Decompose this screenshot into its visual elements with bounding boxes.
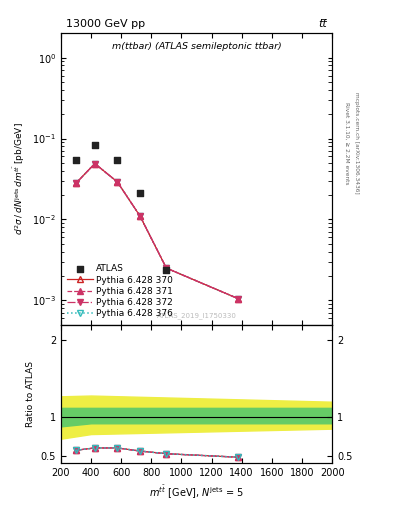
- Pythia 6.428 370: [73, 180, 78, 186]
- Pythia 6.428 372: [138, 213, 142, 219]
- Text: mcplots.cern.ch [arXiv:1306.3436]: mcplots.cern.ch [arXiv:1306.3436]: [354, 93, 359, 194]
- Line: Pythia 6.428 372: Pythia 6.428 372: [73, 160, 241, 302]
- Y-axis label: Ratio to ATLAS: Ratio to ATLAS: [26, 361, 35, 427]
- Pythia 6.428 370: [92, 160, 97, 166]
- X-axis label: $m^{t\bar{t}}$ [GeV], $N^\mathregular{jets}$ = 5: $m^{t\bar{t}}$ [GeV], $N^\mathregular{je…: [149, 484, 244, 501]
- ATLAS: [92, 141, 98, 150]
- ATLAS: [137, 189, 143, 198]
- Pythia 6.428 371: [138, 213, 142, 219]
- Pythia 6.428 372: [115, 179, 120, 185]
- Text: 13000 GeV pp: 13000 GeV pp: [66, 19, 145, 29]
- Line: Pythia 6.428 376: Pythia 6.428 376: [73, 160, 241, 302]
- Pythia 6.428 371: [235, 295, 240, 302]
- Pythia 6.428 376: [115, 179, 120, 185]
- Pythia 6.428 372: [235, 295, 240, 302]
- Pythia 6.428 376: [235, 295, 240, 302]
- Pythia 6.428 370: [115, 179, 120, 185]
- Text: ATLAS_2019_I1750330: ATLAS_2019_I1750330: [156, 312, 237, 319]
- Pythia 6.428 376: [73, 180, 78, 186]
- Pythia 6.428 372: [92, 160, 97, 166]
- Line: Pythia 6.428 371: Pythia 6.428 371: [73, 160, 241, 302]
- Pythia 6.428 372: [73, 180, 78, 186]
- ATLAS: [114, 156, 121, 164]
- Pythia 6.428 370: [164, 265, 169, 271]
- Line: Pythia 6.428 370: Pythia 6.428 370: [73, 160, 241, 302]
- Pythia 6.428 371: [115, 179, 120, 185]
- Pythia 6.428 376: [138, 213, 142, 219]
- ATLAS: [163, 265, 169, 273]
- Y-axis label: $d^2\sigma\,/\,dN^\mathregular{jets}\,dm^{t\bar{t}}$ [pb/GeV]: $d^2\sigma\,/\,dN^\mathregular{jets}\,dm…: [11, 122, 26, 236]
- Legend: ATLAS, Pythia 6.428 370, Pythia 6.428 371, Pythia 6.428 372, Pythia 6.428 376: ATLAS, Pythia 6.428 370, Pythia 6.428 37…: [65, 263, 175, 320]
- Pythia 6.428 371: [164, 265, 169, 271]
- Pythia 6.428 371: [73, 180, 78, 186]
- Text: m(ttbar) (ATLAS semileptonic ttbar): m(ttbar) (ATLAS semileptonic ttbar): [112, 42, 281, 51]
- Pythia 6.428 376: [92, 160, 97, 166]
- Pythia 6.428 370: [138, 213, 142, 219]
- Pythia 6.428 376: [164, 265, 169, 271]
- Pythia 6.428 370: [235, 295, 240, 302]
- Pythia 6.428 371: [92, 160, 97, 166]
- ATLAS: [235, 346, 241, 354]
- Pythia 6.428 372: [164, 265, 169, 271]
- Text: tt̅: tt̅: [318, 19, 327, 29]
- Text: Rivet 3.1.10, ≥ 2.2M events: Rivet 3.1.10, ≥ 2.2M events: [344, 102, 349, 185]
- ATLAS: [73, 156, 79, 164]
